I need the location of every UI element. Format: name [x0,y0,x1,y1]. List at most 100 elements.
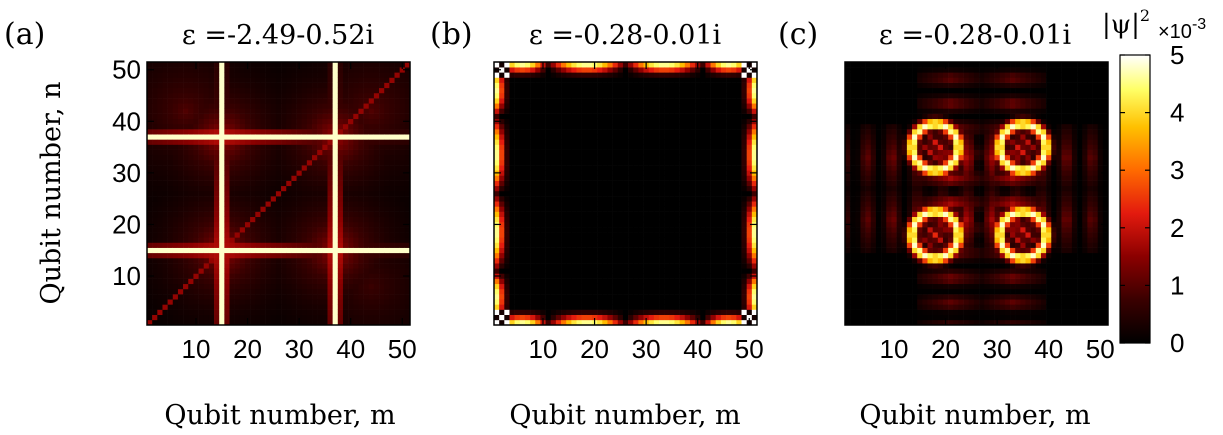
heatmap-cell [597,190,603,197]
heatmap-cell [384,221,390,228]
heatmap-cell [519,129,526,135]
heatmap-cell [720,159,727,166]
heatmap-cell [203,62,210,68]
heatmap-cell [710,237,717,243]
heatmap-cell [152,77,158,83]
heatmap-cell [695,170,701,176]
heatmap-cell [363,206,370,212]
heatmap-cell [281,62,287,68]
heatmap-cell [275,180,282,187]
heatmap-cell [229,263,235,269]
heatmap-cell [648,309,655,315]
heatmap-cell [404,299,411,305]
heatmap-cell [234,294,241,300]
heatmap-cell [530,144,536,150]
heatmap-cell [322,273,328,279]
heatmap-cell [602,247,608,254]
heatmap-cell [301,252,308,259]
heatmap-cell [715,154,722,161]
heatmap-cell [183,139,189,145]
heatmap-cell [363,72,370,78]
heatmap-cell [509,242,515,248]
heatmap-cell [275,103,282,109]
heatmap-cell [689,103,696,109]
heatmap-cell [224,278,230,285]
heatmap-cell [700,139,706,145]
heatmap-cell [255,82,261,89]
heatmap-cell [514,175,521,181]
heatmap-cell [571,118,577,125]
heatmap-cell [152,242,158,248]
heatmap-cell [530,108,536,114]
heatmap-cell [597,314,603,321]
heatmap-cell [509,237,515,243]
heatmap-cell [270,134,277,140]
heatmap-cell [152,304,158,310]
heatmap-cell [255,185,261,192]
heatmap-cell [322,314,328,321]
heatmap-cell [540,185,546,192]
heatmap-cell [684,113,691,120]
heatmap-cell [659,144,665,150]
heatmap-cell [312,278,318,285]
heatmap-cell [275,123,282,130]
heatmap-cell [157,159,163,166]
heatmap-cell [301,113,308,120]
heatmap-cell [602,227,608,233]
heatmap-cell [617,108,624,114]
heatmap-cell [499,221,505,228]
heatmap-cell [286,299,292,305]
heatmap-cell [653,294,660,300]
heatmap-cell [540,129,546,135]
heatmap-cell [193,103,199,109]
heatmap-cell [219,242,225,248]
heatmap-cell [617,159,624,166]
heatmap-cell [545,139,552,145]
heatmap-cell [353,299,359,305]
heatmap-cell [710,144,717,150]
heatmap-cell [653,62,660,68]
heatmap-cell [597,273,603,279]
heatmap-cell [633,113,639,120]
heatmap-cell [617,118,624,125]
heatmap-cell [384,263,390,269]
heatmap-cell [591,190,598,197]
heatmap-cell [659,190,665,197]
heatmap-cell [363,118,370,125]
heatmap-cell [509,283,515,290]
heatmap-cell [368,154,375,161]
heatmap-cell [519,216,526,223]
heatmap-cell [524,278,531,285]
heatmap-cell [679,103,686,109]
heatmap-cell [597,211,603,218]
heatmap-cell [337,113,344,120]
heatmap-cell [162,62,168,68]
heatmap-cell [581,87,588,94]
heatmap-cell [312,159,318,166]
heatmap-cell [571,211,577,218]
heatmap-cell [617,103,624,109]
heatmap-cell [332,159,339,166]
heatmap-cell [499,82,505,89]
heatmap-cell [337,227,344,233]
heatmap-cell [312,180,318,187]
heatmap-cell [162,294,168,300]
heatmap-cell [602,170,608,176]
heatmap-cell [581,103,588,109]
heatmap-cell [250,319,256,326]
heatmap-cell [255,190,261,197]
heatmap-cell [705,139,711,145]
heatmap-cell [591,154,598,161]
heatmap-cell [638,185,644,192]
heatmap-cell [597,227,603,233]
heatmap-cell [255,221,261,228]
panel-label-a: (a) [4,17,45,52]
heatmap-cell [628,319,634,326]
heatmap-cell [674,232,680,238]
heatmap-cell [705,103,711,109]
heatmap-cell [607,278,613,285]
heatmap-cell [571,190,577,197]
heatmap-cell [203,118,210,125]
heatmap-cell [322,165,328,171]
heatmap-cell [653,211,660,218]
